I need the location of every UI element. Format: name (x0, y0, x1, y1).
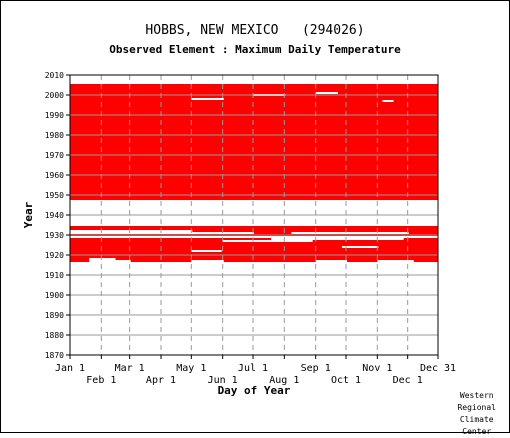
missing-period (191, 98, 224, 100)
x-tick-label: Jul 1 (238, 363, 268, 374)
missing-period (222, 240, 313, 242)
observed-period (70, 258, 438, 262)
chart-subtitle: Observed Element : Maximum Daily Tempera… (109, 43, 401, 56)
missing-period (115, 260, 131, 262)
x-tick-label: Oct 1 (331, 375, 361, 386)
missing-period (191, 260, 224, 262)
y-tick-label: 1970 (45, 151, 64, 160)
x-tick-label: Jan 1 (55, 363, 85, 374)
y-tick-label: 1870 (45, 351, 64, 360)
x-tick-label: May 1 (176, 363, 206, 374)
y-tick-label: 1910 (45, 271, 64, 280)
y-tick-label: 1900 (45, 291, 64, 300)
y-tick-label: 1930 (45, 231, 64, 240)
observed-period (70, 84, 438, 200)
x-tick-label: Apr 1 (146, 375, 176, 386)
y-tick-label: 1920 (45, 251, 64, 260)
credit-line: Climate (459, 415, 494, 424)
x-tick-label: Feb 1 (86, 375, 116, 386)
x-tick-label: Sep 1 (301, 363, 331, 374)
y-tick-label: 1960 (45, 171, 64, 180)
missing-period (70, 230, 131, 234)
credit-text: Western Regional Climate Center (457, 390, 496, 438)
credit-line: Western (459, 391, 494, 400)
missing-period (89, 258, 116, 262)
missing-period (315, 260, 348, 262)
x-tick-label: Dec 31 (420, 363, 456, 374)
chart-title: HOBBS, NEW MEXICO (294026) (145, 23, 365, 38)
x-tick-label: Jun 1 (208, 375, 238, 386)
x-axis-label: Day of Year (218, 384, 291, 397)
credit-line: Center (462, 427, 492, 436)
missing-period (341, 246, 379, 248)
y-tick-label: 1880 (45, 331, 64, 340)
y-tick-label: 1980 (45, 131, 64, 140)
y-tick-label: 1940 (45, 211, 64, 220)
y-tick-label: 1890 (45, 311, 64, 320)
x-tick-label: Dec 1 (393, 375, 423, 386)
missing-period (291, 232, 409, 234)
x-tick-label: Nov 1 (362, 363, 392, 374)
missing-period (377, 260, 414, 262)
y-tick-label: 1950 (45, 191, 64, 200)
missing-period (271, 238, 404, 240)
missing-period (191, 250, 222, 252)
x-tick-label: Mar 1 (115, 363, 145, 374)
x-tick-label: Aug 1 (269, 375, 299, 386)
credit-line: Regional (457, 403, 496, 412)
y-tick-label: 1990 (45, 111, 64, 120)
y-tick-label: 2000 (45, 91, 64, 100)
axis-layer: 1870 1880 1890 1900 1910 1920 1930 1940 1950 1960… (22, 71, 456, 397)
missing-period (382, 100, 394, 102)
y-tick-label: 2010 (45, 71, 64, 80)
y-axis-label: Year (22, 201, 35, 228)
missing-period (70, 236, 438, 238)
observed-period (70, 238, 438, 258)
missing-period (315, 92, 338, 94)
